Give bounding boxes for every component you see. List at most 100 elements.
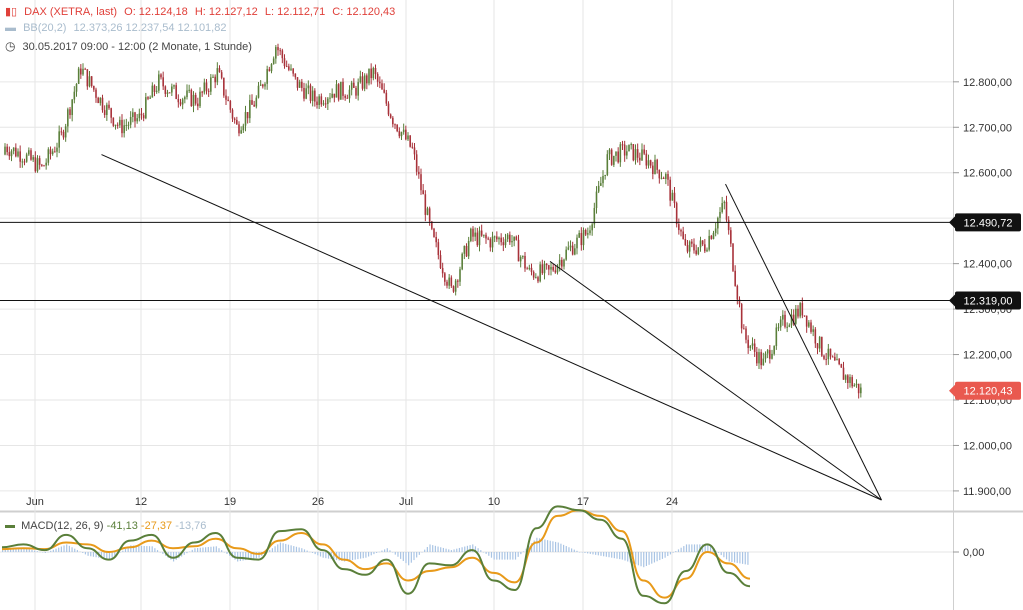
- price-panel[interactable]: [0, 0, 953, 512]
- macd-histogram-bar: [474, 546, 477, 552]
- candle-body: [394, 124, 396, 126]
- macd-histogram-bar: [287, 544, 290, 552]
- macd-histogram-bar: [728, 552, 730, 562]
- macd-histogram-bar: [79, 551, 81, 553]
- candle-body: [158, 74, 160, 91]
- ohlc-header: ▮▯ DAX (XETRA, last) O: 12.124,18 H: 12.…: [5, 5, 399, 18]
- candle-body: [392, 117, 394, 125]
- macd-histogram-bar: [42, 552, 44, 553]
- candlestick-icon[interactable]: ▮▯: [5, 6, 18, 18]
- macd-histogram-bar: [205, 547, 207, 552]
- candle-body: [719, 212, 721, 218]
- candle-body: [452, 286, 455, 292]
- candle-body: [415, 154, 418, 172]
- candle-body: [398, 131, 401, 137]
- candle-body: [662, 177, 665, 179]
- candle-body: [617, 151, 619, 163]
- candle-body: [242, 125, 245, 131]
- macd-histogram-bar: [44, 552, 46, 553]
- candle-body: [645, 153, 648, 166]
- candle-body: [506, 234, 509, 240]
- macd-histogram-bar: [124, 548, 127, 552]
- macd-label[interactable]: MACD(12, 26, 9): [21, 520, 104, 532]
- candle-body: [155, 90, 158, 92]
- candle-body: [82, 68, 84, 75]
- candle-body: [849, 377, 851, 383]
- candle-body: [201, 91, 203, 93]
- macd-histogram-bar: [434, 545, 436, 552]
- macd-histogram-bar: [504, 552, 506, 560]
- candle-body: [220, 72, 223, 78]
- macd-histogram-bar: [597, 552, 599, 556]
- candlestick-series[interactable]: [4, 43, 862, 399]
- candle-body: [714, 228, 717, 233]
- x-tick-label: 26: [312, 496, 324, 508]
- candle-body: [60, 131, 63, 133]
- macd-line: [1, 505, 751, 605]
- candle-body: [327, 98, 329, 104]
- candle-body: [194, 94, 197, 104]
- macd-histogram-bar: [197, 547, 199, 552]
- candle-body: [160, 74, 162, 78]
- macd-histogram-bar: [82, 552, 84, 553]
- candle-body: [69, 109, 71, 116]
- macd-histogram-bar: [683, 546, 685, 552]
- candle-body: [786, 326, 788, 328]
- macd-histogram-bar: [493, 552, 495, 560]
- candle-body: [266, 69, 268, 84]
- y-tick-label: 12.600,00: [963, 168, 1012, 180]
- macd-histogram-bar: [76, 550, 78, 552]
- macd-histogram-bar: [394, 552, 396, 555]
- macd-histogram-bar: [648, 552, 650, 565]
- macd-histogram-bar: [400, 552, 402, 559]
- trendlines[interactable]: [101, 154, 882, 501]
- macd-histogram-bar: [744, 552, 746, 565]
- macd-histogram-bar: [450, 550, 452, 552]
- macd-histogram-bar: [119, 552, 121, 553]
- macd-series[interactable]: 0,00: [0, 505, 984, 605]
- macd-histogram-bar: [576, 550, 578, 552]
- macd-histogram-bar: [202, 547, 204, 552]
- candle-body: [32, 157, 34, 160]
- macd-histogram-bar: [568, 547, 570, 552]
- histogram-value: -13,76: [175, 520, 207, 532]
- macd-histogram-bar: [277, 544, 279, 552]
- macd-histogram-bar: [456, 548, 458, 552]
- macd-histogram-bar: [554, 541, 557, 552]
- macd-histogram-bar: [143, 545, 145, 552]
- candle-body: [216, 68, 219, 83]
- candle-body: [779, 319, 782, 328]
- candle-body: [680, 230, 682, 232]
- candle-body: [292, 68, 294, 74]
- macd-histogram-bar: [723, 552, 725, 558]
- macd-histogram-bar: [47, 551, 49, 553]
- level-badge-label: 12.319,00: [964, 295, 1013, 307]
- macd-histogram-bar: [68, 545, 70, 552]
- candle-body: [827, 348, 830, 360]
- candle-body: [784, 314, 786, 327]
- macd-y-tick-label: 0,00: [963, 547, 984, 559]
- candle-body: [344, 95, 346, 98]
- macd-histogram-bar: [71, 547, 73, 552]
- candle-body: [522, 255, 524, 258]
- candle-body: [825, 358, 827, 360]
- y-tick-label: 11.900,00: [963, 486, 1011, 498]
- candle-body: [218, 68, 221, 73]
- macd-histogram-bar: [63, 545, 65, 552]
- horizontal-levels[interactable]: [0, 221, 955, 301]
- macd-histogram-bar: [31, 549, 33, 552]
- macd-histogram-bar: [269, 550, 271, 552]
- macd-histogram-bar: [18, 548, 20, 552]
- candle-body: [801, 303, 804, 316]
- candle-body: [519, 257, 522, 262]
- candle-body: [496, 236, 498, 240]
- candle-body: [19, 151, 21, 162]
- bb-label[interactable]: BB(20,2): [23, 22, 67, 34]
- candle-body: [97, 97, 99, 104]
- candle-body: [58, 131, 60, 148]
- candle-body: [812, 329, 814, 332]
- macd-panel[interactable]: [0, 512, 953, 610]
- candle-body: [303, 87, 305, 99]
- macd-histogram-bar: [234, 552, 236, 560]
